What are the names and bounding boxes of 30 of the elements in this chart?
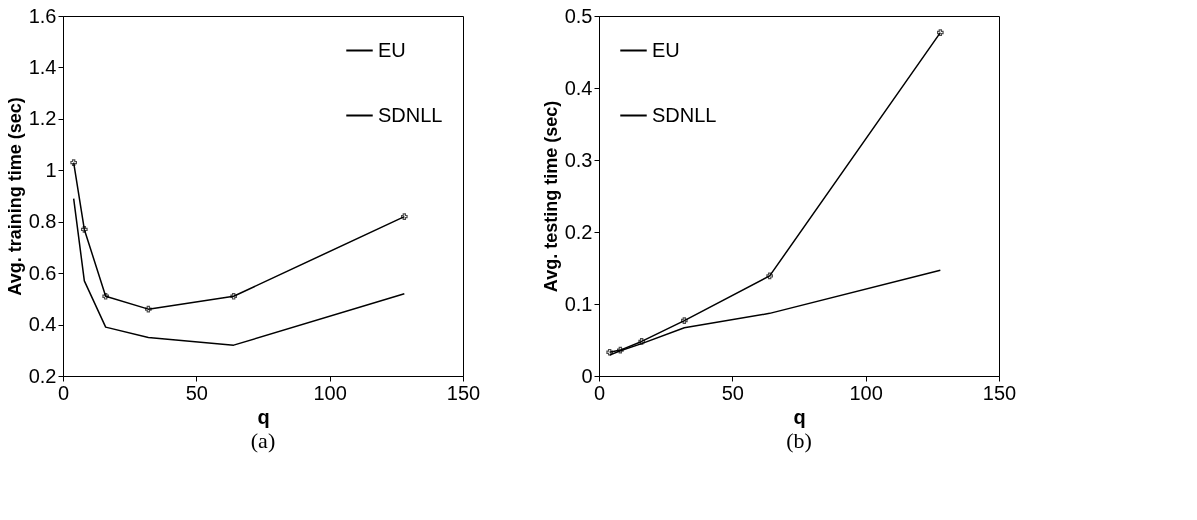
y-tick-label: 1 (45, 158, 57, 181)
text: (a) (250, 428, 276, 453)
text: (b) (786, 428, 812, 453)
y-tick-label: 1.4 (28, 55, 57, 78)
x-tick-label: 50 (721, 381, 744, 404)
y-axis-title: Avg. testing time (sec) (540, 100, 561, 293)
x-axis-title: q (257, 405, 270, 428)
y-tick-label: 0.6 (28, 261, 57, 284)
y-tick-label: 0.1 (564, 292, 593, 315)
y-tick-label: 0.3 (564, 148, 593, 171)
x-tick-label: 150 (982, 381, 1017, 404)
legend-label: EU (652, 38, 680, 61)
y-tick-label: 0.5 (564, 4, 593, 27)
legend-label: SDNLL (652, 103, 717, 126)
x-tick-label: 100 (313, 381, 347, 404)
y-tick-label: 0.8 (28, 210, 57, 233)
legend-label: SDNLL (378, 103, 443, 126)
x-tick-label: 150 (446, 381, 481, 404)
y-tick-label: 1.6 (28, 4, 57, 27)
y-tick-label: 0.2 (564, 220, 593, 243)
x-tick-label: 100 (849, 381, 883, 404)
y-tick-label: 0 (581, 364, 593, 387)
y-tick-label: 1.2 (28, 107, 57, 130)
y-axis-title: Avg. training time (sec) (4, 97, 25, 296)
legend-label: EU (378, 38, 406, 61)
y-tick-label: 0.4 (28, 313, 57, 336)
y-tick-label: 0.4 (564, 76, 593, 99)
y-tick-label: 0.2 (28, 364, 57, 387)
x-axis-title: q (793, 405, 806, 428)
x-tick-label: 50 (185, 381, 208, 404)
